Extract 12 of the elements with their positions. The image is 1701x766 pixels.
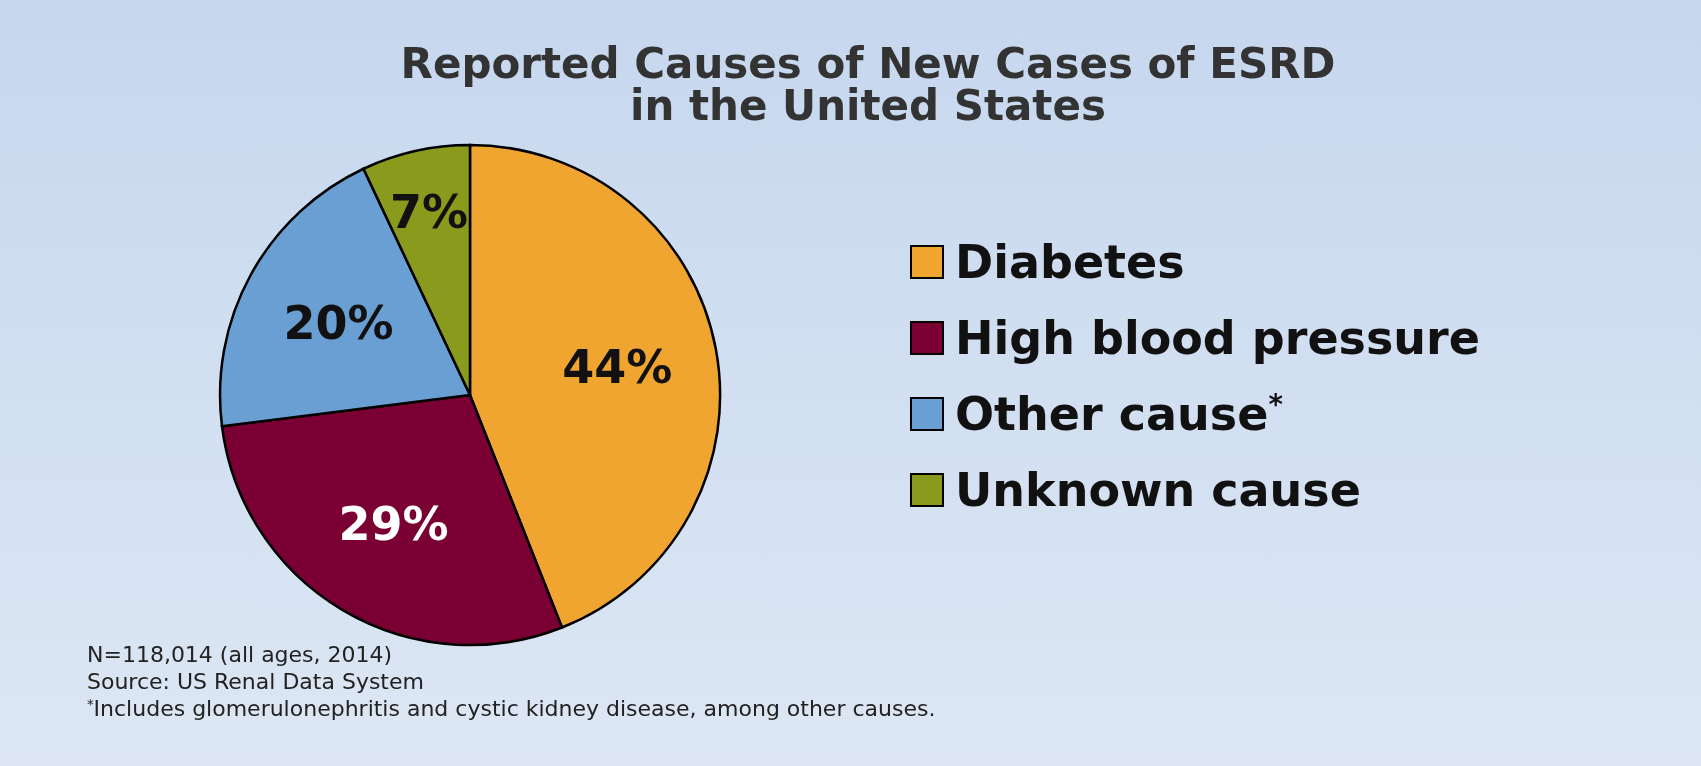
text: $^{*}$Includes glomerulonephritis and cystic kidney disease, among other causes. xyxy=(87,696,936,721)
source-note: Source: US Renal Data System xyxy=(87,669,424,694)
text: N=118,014 (all ages, 2014) xyxy=(87,642,393,667)
legend-label: Unknown cause xyxy=(955,463,1361,518)
data-label: 7% xyxy=(390,185,469,240)
chart-title: Reported Causes of New Cases of ESRD in the United States xyxy=(400,39,1336,130)
legend-label: Diabetes xyxy=(955,235,1185,290)
legend-label: High blood pressure xyxy=(955,311,1481,366)
data-label: 29% xyxy=(338,497,449,552)
legend-label: Other cause$^{*}$ xyxy=(955,387,1283,442)
data-label: 44% xyxy=(562,339,673,394)
data-label: 20% xyxy=(283,295,394,350)
